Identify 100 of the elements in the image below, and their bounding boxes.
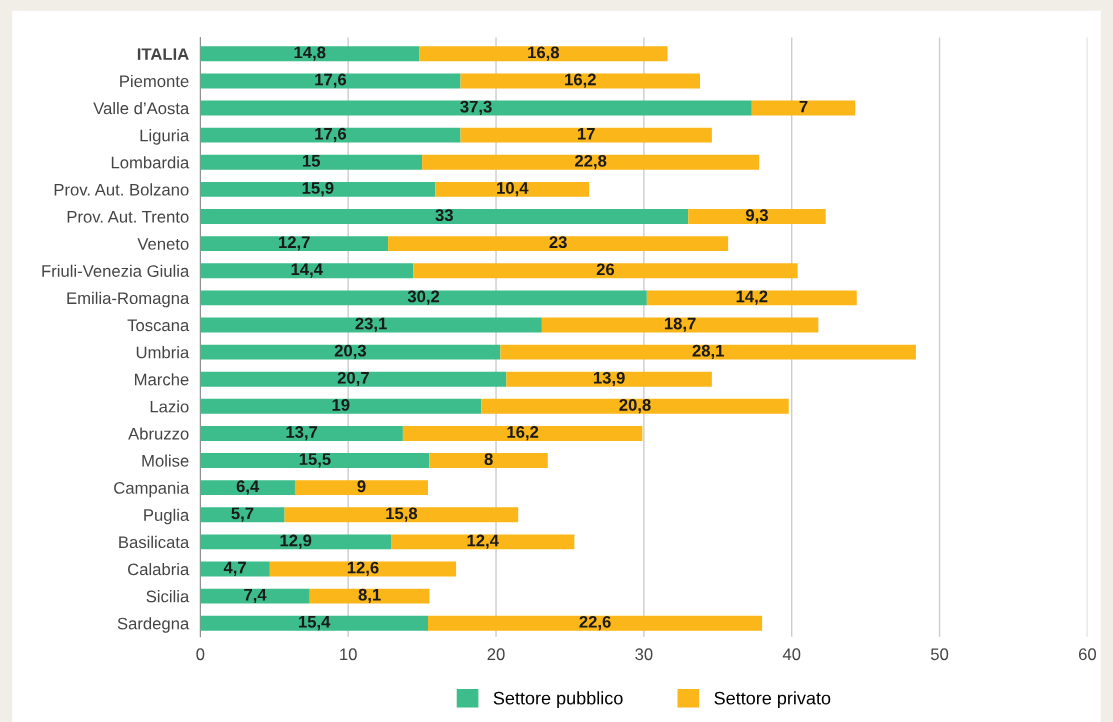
bar xyxy=(200,46,420,62)
bar xyxy=(200,534,392,550)
y-tick-label: ITALIA xyxy=(137,48,189,60)
bar xyxy=(200,127,461,143)
data-label: 17 xyxy=(577,128,595,140)
data-label: 4,7 xyxy=(223,561,246,576)
data-label: 18,7 xyxy=(664,317,696,332)
y-tick-label: Toscana xyxy=(127,319,190,332)
data-label: 14,2 xyxy=(736,290,768,305)
y-tick-label: Prov. Aut. Trento xyxy=(67,211,189,223)
bar xyxy=(200,480,295,496)
data-label: 17,6 xyxy=(315,127,347,143)
bar xyxy=(200,507,285,523)
data-label: 9,3 xyxy=(745,209,768,224)
bar xyxy=(200,344,501,360)
x-tick-label: 30 xyxy=(635,648,653,661)
bar xyxy=(200,588,310,604)
bar xyxy=(200,425,403,441)
legend-label: Settore pubblico xyxy=(493,691,623,709)
y-tick-label: Piemonte xyxy=(120,74,189,88)
x-tick-label: 0 xyxy=(196,648,205,661)
bar xyxy=(541,317,819,333)
bar xyxy=(428,615,763,631)
y-tick-label: Sardegna xyxy=(117,617,190,633)
data-label: 10,4 xyxy=(497,182,529,197)
bar xyxy=(751,100,856,116)
data-label: 20,8 xyxy=(619,398,651,414)
data-label: 12,7 xyxy=(279,236,310,251)
data-label: 22,6 xyxy=(579,615,611,631)
bar xyxy=(388,236,729,252)
y-tick-label: Calabria xyxy=(128,562,190,576)
data-label: 8,1 xyxy=(358,588,381,604)
data-label: 15,9 xyxy=(302,182,334,197)
y-tick-label: Veneto xyxy=(137,238,189,250)
data-label: 16,2 xyxy=(565,73,596,88)
bar xyxy=(688,209,826,224)
data-label: 9 xyxy=(357,480,366,493)
y-tick-label: Campania xyxy=(114,481,190,498)
bar xyxy=(413,263,798,279)
bar xyxy=(200,263,414,279)
data-label: 15,4 xyxy=(299,616,331,631)
y-tick-label: Sicilia xyxy=(146,590,190,603)
data-label: 19 xyxy=(332,398,350,411)
data-label: 15 xyxy=(303,155,321,167)
data-label: 14,8 xyxy=(294,46,326,61)
data-label: 12,4 xyxy=(467,534,499,549)
data-label: 20,7 xyxy=(337,371,369,387)
data-label: 16,8 xyxy=(528,46,560,61)
data-label: 15,5 xyxy=(299,453,331,468)
data-label: 22,8 xyxy=(575,154,607,170)
y-tick-label: Puglia xyxy=(144,508,190,525)
data-label: 33 xyxy=(435,209,453,222)
data-label: 12,6 xyxy=(347,561,379,576)
x-tick-label: 10 xyxy=(340,648,357,661)
bar xyxy=(460,127,712,143)
bar xyxy=(200,371,507,387)
bar xyxy=(435,181,590,197)
x-tick-label: 40 xyxy=(782,648,801,661)
bar xyxy=(200,100,752,116)
x-tick-label: 50 xyxy=(930,648,949,661)
bar xyxy=(419,46,668,62)
bar xyxy=(200,181,436,197)
y-tick-label: Molise xyxy=(142,454,189,467)
data-label: 13,7 xyxy=(286,426,318,441)
y-tick-label: Basilicata xyxy=(119,535,190,549)
data-label: 30,2 xyxy=(407,290,440,305)
data-label: 5,7 xyxy=(231,507,254,522)
y-tick-label: Lombardia xyxy=(111,156,190,169)
bar xyxy=(200,73,461,89)
bar xyxy=(200,453,430,469)
data-label: 17,6 xyxy=(315,73,347,88)
data-label: 26 xyxy=(596,263,615,276)
data-label: 7,4 xyxy=(244,588,267,604)
bar xyxy=(309,588,430,604)
x-tick-label: 20 xyxy=(487,648,505,661)
data-label: 37,3 xyxy=(460,100,492,115)
bar xyxy=(200,236,389,252)
bar xyxy=(200,317,542,333)
y-tick-label: Emilia-Romagna xyxy=(67,291,190,308)
x-tick-label: 60 xyxy=(1078,648,1097,661)
data-label: 6,4 xyxy=(236,480,260,495)
data-label: 20,3 xyxy=(334,344,367,359)
bar xyxy=(200,398,482,414)
bar xyxy=(422,154,760,170)
bar xyxy=(200,154,423,170)
bar xyxy=(429,453,548,469)
data-label: 12,9 xyxy=(280,534,312,549)
y-tick-label: Lazio xyxy=(150,400,189,413)
bar xyxy=(284,507,519,523)
bar xyxy=(391,534,575,550)
y-tick-label: Umbria xyxy=(136,346,190,359)
bar xyxy=(500,344,916,360)
bar xyxy=(402,425,643,441)
data-label: 15,8 xyxy=(386,507,418,522)
data-label: 28,1 xyxy=(692,344,724,359)
y-tick-label: Liguria xyxy=(140,129,190,145)
data-label: 16,2 xyxy=(507,426,539,441)
data-label: 23,1 xyxy=(355,317,387,332)
y-tick-label: Friuli-Venezia Giulia xyxy=(42,264,190,277)
data-label: 8 xyxy=(484,453,493,466)
